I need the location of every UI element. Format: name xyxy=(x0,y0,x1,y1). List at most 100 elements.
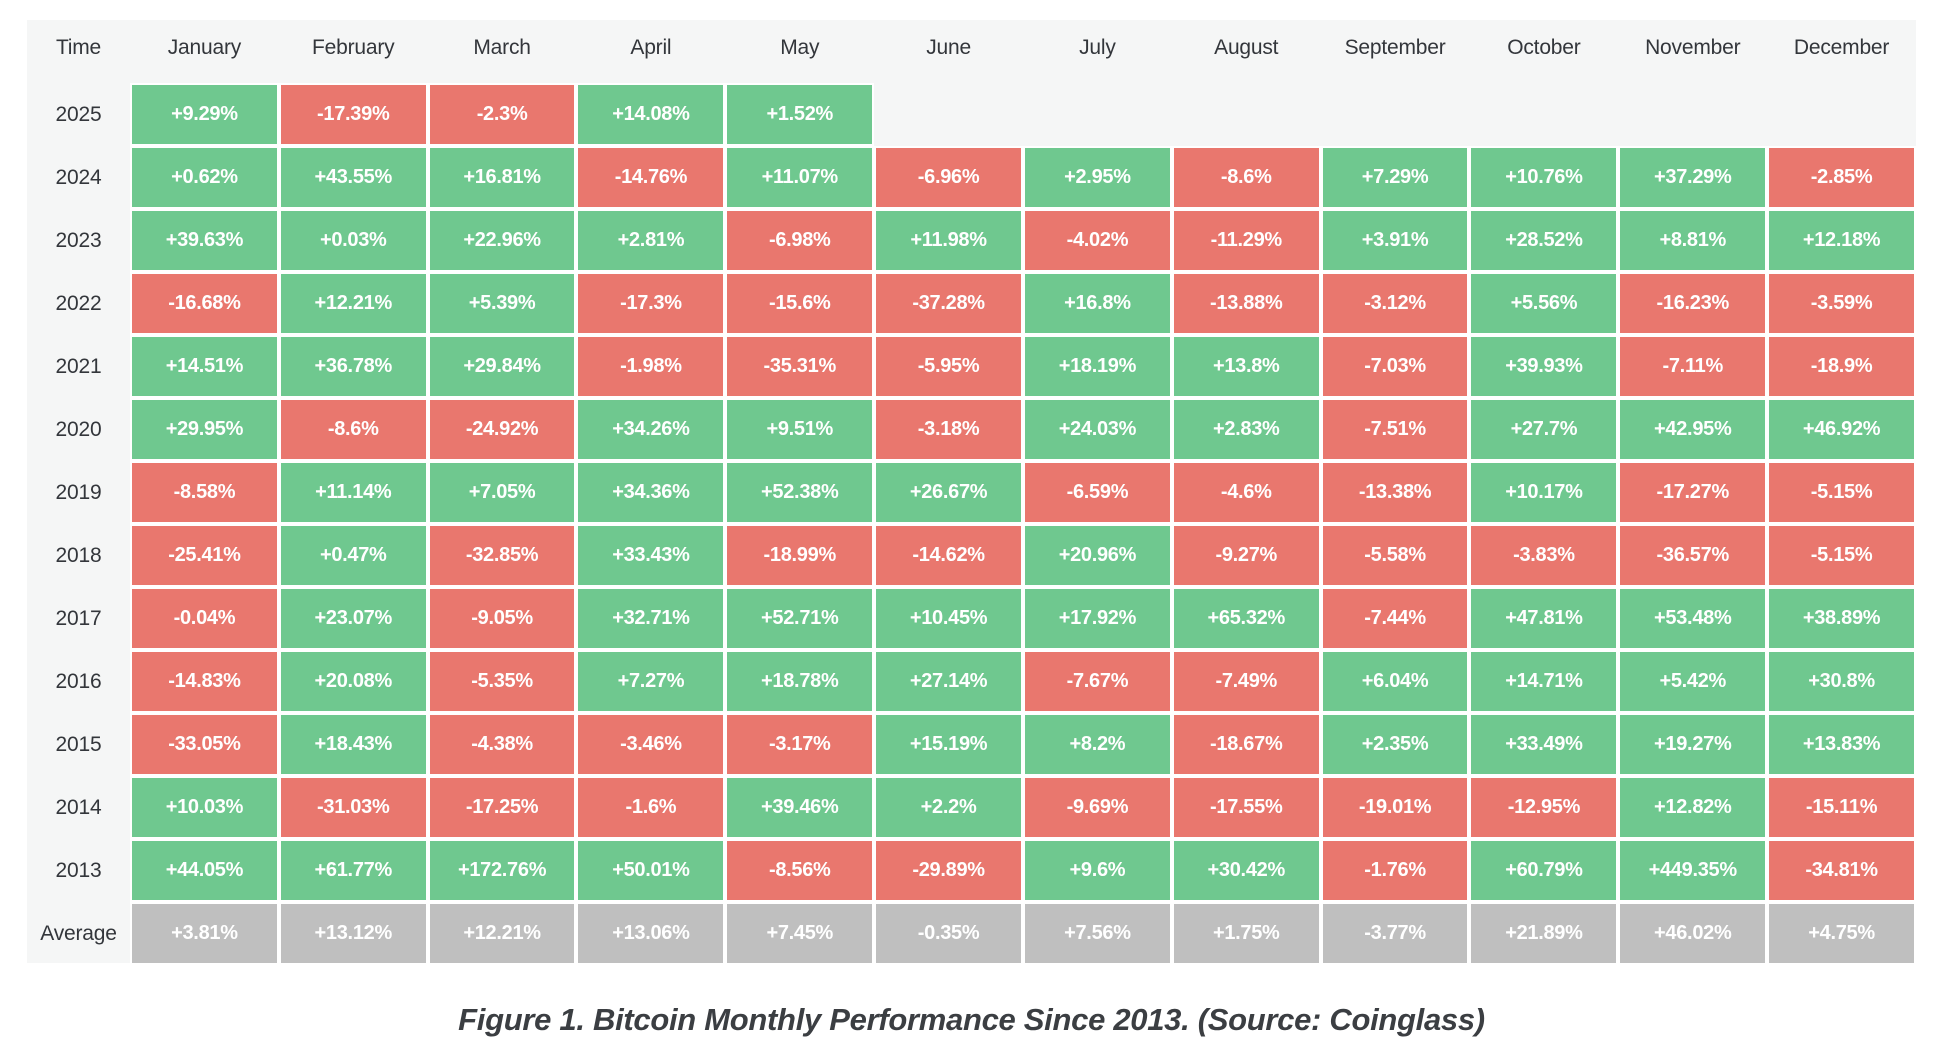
heatmap-cell: -3.77% xyxy=(1320,902,1470,963)
heatmap-cell: +2.35% xyxy=(1320,713,1470,776)
heatmap-cell: -17.55% xyxy=(1171,776,1321,839)
heatmap-cell: +13.83% xyxy=(1767,713,1916,776)
heatmap-cell: -36.57% xyxy=(1618,524,1768,587)
heatmap-cell-empty xyxy=(1618,83,1767,146)
heatmap-cell: +50.01% xyxy=(576,839,726,902)
heatmap-cell: +53.48% xyxy=(1618,587,1768,650)
heatmap-cell: -11.29% xyxy=(1171,209,1321,272)
heatmap-cell: +39.63% xyxy=(130,209,279,272)
heatmap-cell: -9.27% xyxy=(1171,524,1321,587)
heatmap-cell: -17.25% xyxy=(427,776,577,839)
heatmap-cell: -32.85% xyxy=(427,524,577,587)
row-label-2013: 2013 xyxy=(55,858,102,882)
heatmap-cell: +12.82% xyxy=(1618,776,1768,839)
heatmap-cell: +19.27% xyxy=(1618,713,1768,776)
heatmap-cell: +7.56% xyxy=(1022,902,1172,963)
heatmap-cell: +36.78% xyxy=(278,335,428,398)
heatmap-cell: +37.29% xyxy=(1618,146,1768,209)
heatmap-cell-empty xyxy=(1469,83,1618,146)
heatmap-cell-empty xyxy=(1172,83,1321,146)
heatmap-cell: -33.05% xyxy=(130,713,279,776)
heatmap-cell: -3.17% xyxy=(725,713,875,776)
heatmap-cell: +9.6% xyxy=(1022,839,1172,902)
row-label-2025: 2025 xyxy=(55,102,102,126)
heatmap-cell: +18.78% xyxy=(725,650,875,713)
heatmap-cell: -34.81% xyxy=(1767,839,1916,902)
column-header-august: August xyxy=(1214,36,1279,59)
heatmap-cell: +24.03% xyxy=(1022,398,1172,461)
heatmap-cell: +39.93% xyxy=(1469,335,1619,398)
heatmap-cell: +7.05% xyxy=(427,461,577,524)
column-header-june: June xyxy=(926,36,971,59)
heatmap-cell: +11.14% xyxy=(278,461,428,524)
heatmap-cell: +10.76% xyxy=(1469,146,1619,209)
heatmap-cell: -3.12% xyxy=(1320,272,1470,335)
heatmap-cell: +33.43% xyxy=(576,524,726,587)
heatmap-cell-empty xyxy=(874,83,1023,146)
heatmap-cell: +14.08% xyxy=(576,83,726,146)
heatmap-cell: -1.76% xyxy=(1320,839,1470,902)
heatmap-cell: +29.95% xyxy=(130,398,279,461)
heatmap-cell: -7.51% xyxy=(1320,398,1470,461)
heatmap-cell: +7.45% xyxy=(725,902,875,963)
heatmap-cell: -6.59% xyxy=(1022,461,1172,524)
column-header-may: May xyxy=(780,36,820,59)
heatmap-cell: +52.71% xyxy=(725,587,875,650)
heatmap-cell: +44.05% xyxy=(130,839,279,902)
heatmap-cell: +172.76% xyxy=(427,839,577,902)
heatmap-cell: +20.08% xyxy=(278,650,428,713)
heatmap-cell: +0.47% xyxy=(278,524,428,587)
heatmap-cell: +28.52% xyxy=(1469,209,1619,272)
heatmap-cell: -14.62% xyxy=(874,524,1023,587)
heatmap-cell: -5.58% xyxy=(1320,524,1470,587)
heatmap-cell: +27.7% xyxy=(1469,398,1619,461)
heatmap-cell: +30.8% xyxy=(1767,650,1916,713)
heatmap-cell: +46.02% xyxy=(1618,902,1768,963)
heatmap-cell: +5.56% xyxy=(1469,272,1619,335)
heatmap-cell: -8.6% xyxy=(278,398,428,461)
row-label-2023: 2023 xyxy=(55,228,102,252)
heatmap-cell: -18.67% xyxy=(1171,713,1321,776)
heatmap-cell: +34.36% xyxy=(576,461,726,524)
heatmap-cell: +1.52% xyxy=(725,83,875,146)
heatmap-cell: -13.38% xyxy=(1320,461,1470,524)
row-label-average: Average xyxy=(40,921,117,945)
heatmap-grid: Time January February March April May June July… xyxy=(27,20,1916,963)
heatmap-cell: +21.89% xyxy=(1469,902,1619,963)
heatmap-cell: -37.28% xyxy=(874,272,1023,335)
heatmap-cell: -3.59% xyxy=(1767,272,1916,335)
heatmap-cell: +1.75% xyxy=(1171,902,1321,963)
heatmap-cell: -3.46% xyxy=(576,713,726,776)
row-label-2021: 2021 xyxy=(55,354,102,378)
heatmap-cell: +34.26% xyxy=(576,398,726,461)
heatmap-cell: +3.91% xyxy=(1320,209,1470,272)
heatmap-cell: -0.04% xyxy=(130,587,279,650)
row-label-2018: 2018 xyxy=(55,543,102,567)
heatmap-cell: -2.3% xyxy=(427,83,577,146)
heatmap-cell: -1.98% xyxy=(576,335,726,398)
heatmap-cell: -7.11% xyxy=(1618,335,1768,398)
heatmap-cell: +11.98% xyxy=(874,209,1023,272)
heatmap-cell: -29.89% xyxy=(874,839,1023,902)
heatmap-cell: +26.67% xyxy=(874,461,1023,524)
column-header-january: January xyxy=(167,36,242,59)
heatmap-cell: +33.49% xyxy=(1469,713,1619,776)
heatmap-cell: +60.79% xyxy=(1469,839,1619,902)
heatmap-cell-empty xyxy=(1767,83,1916,146)
heatmap-cell: -35.31% xyxy=(725,335,875,398)
heatmap-cell: +52.38% xyxy=(725,461,875,524)
heatmap-cell: +9.29% xyxy=(130,83,279,146)
heatmap-cell: +65.32% xyxy=(1171,587,1321,650)
heatmap-cell: -9.69% xyxy=(1022,776,1172,839)
heatmap-cell: +0.03% xyxy=(278,209,428,272)
heatmap-cell: -17.3% xyxy=(576,272,726,335)
heatmap-cell: -15.11% xyxy=(1767,776,1916,839)
heatmap-cell: -7.44% xyxy=(1320,587,1470,650)
heatmap-cell: -18.99% xyxy=(725,524,875,587)
heatmap-cell: +27.14% xyxy=(874,650,1023,713)
heatmap-cell: -7.67% xyxy=(1022,650,1172,713)
heatmap-cell: +61.77% xyxy=(278,839,428,902)
heatmap-cell: +449.35% xyxy=(1618,839,1768,902)
heatmap-cell: +43.55% xyxy=(278,146,428,209)
heatmap-cell: -7.03% xyxy=(1320,335,1470,398)
